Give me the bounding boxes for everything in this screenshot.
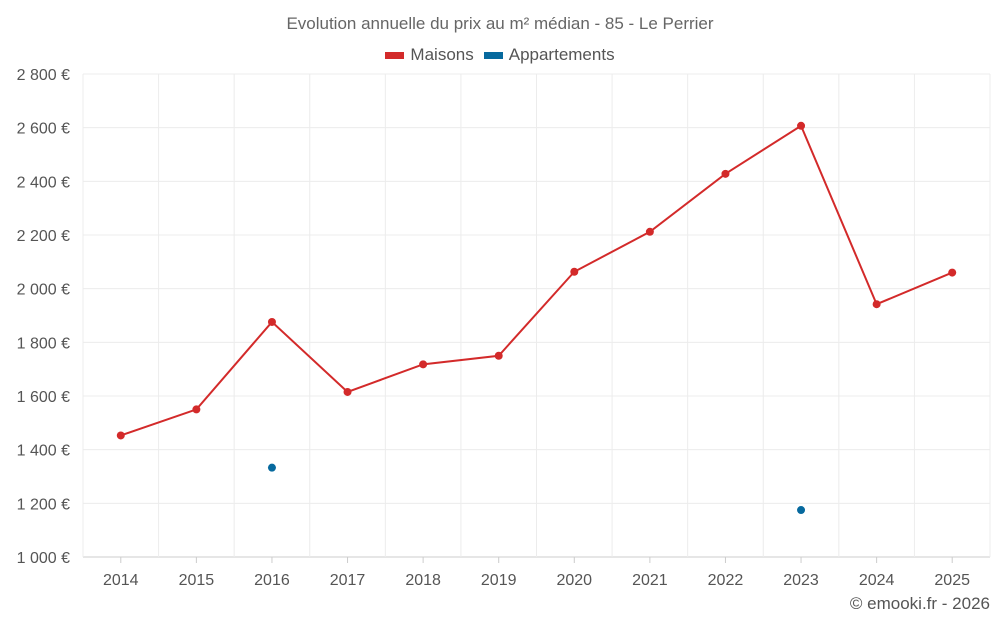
data-point-maisons <box>570 267 579 276</box>
y-tick-label: 2 000 € <box>17 282 70 299</box>
data-point-appartements <box>797 506 806 515</box>
data-point-appartements <box>267 463 276 472</box>
x-tick-label: 2021 <box>632 572 668 589</box>
data-point-maisons <box>267 317 276 326</box>
legend-swatch-appartements <box>483 51 503 59</box>
y-tick-label: 2 800 € <box>17 67 70 84</box>
x-tick-label: 2018 <box>405 572 441 589</box>
x-tick-label: 2015 <box>179 572 215 589</box>
x-tick-label: 2022 <box>708 572 744 589</box>
y-tick-label: 2 400 € <box>17 174 70 191</box>
x-tick-label: 2016 <box>254 572 290 589</box>
data-point-maisons <box>797 121 806 130</box>
x-tick-label: 2017 <box>330 572 366 589</box>
data-point-maisons <box>494 351 503 360</box>
x-tick-label: 2025 <box>934 572 970 589</box>
x-tick-label: 2020 <box>556 572 592 589</box>
y-tick-label: 1 800 € <box>17 335 70 352</box>
y-tick-label: 2 600 € <box>17 121 70 138</box>
data-point-maisons <box>116 431 125 440</box>
data-point-maisons <box>192 405 201 414</box>
x-tick-label: 2024 <box>859 572 895 589</box>
legend-swatch-maisons <box>385 51 405 59</box>
footer-credit: © emooki.fr - 2026 <box>849 594 990 613</box>
x-tick-label: 2019 <box>481 572 517 589</box>
legend: Maisons Appartements <box>0 45 1000 65</box>
data-point-maisons <box>872 300 881 309</box>
x-tick-label: 2014 <box>103 572 139 589</box>
y-tick-label: 1 000 € <box>17 550 70 567</box>
y-tick-label: 2 200 € <box>17 228 70 245</box>
x-tick-label: 2023 <box>783 572 819 589</box>
data-point-maisons <box>948 268 957 277</box>
y-tick-label: 1 400 € <box>17 443 70 460</box>
legend-label-maisons: Maisons <box>410 45 474 64</box>
y-tick-label: 1 600 € <box>17 389 70 406</box>
legend-item-appartements[interactable]: Appartements <box>483 45 615 65</box>
legend-item-maisons[interactable]: Maisons <box>385 45 474 65</box>
chart-title: Evolution annuelle du prix au m² médian … <box>286 14 714 33</box>
y-tick-label: 1 200 € <box>17 496 70 513</box>
legend-label-appartements: Appartements <box>508 45 615 64</box>
data-point-maisons <box>343 387 352 396</box>
data-point-maisons <box>645 227 654 236</box>
data-point-maisons <box>419 360 428 369</box>
series-line-maisons <box>120 124 953 437</box>
data-point-maisons <box>721 169 730 178</box>
